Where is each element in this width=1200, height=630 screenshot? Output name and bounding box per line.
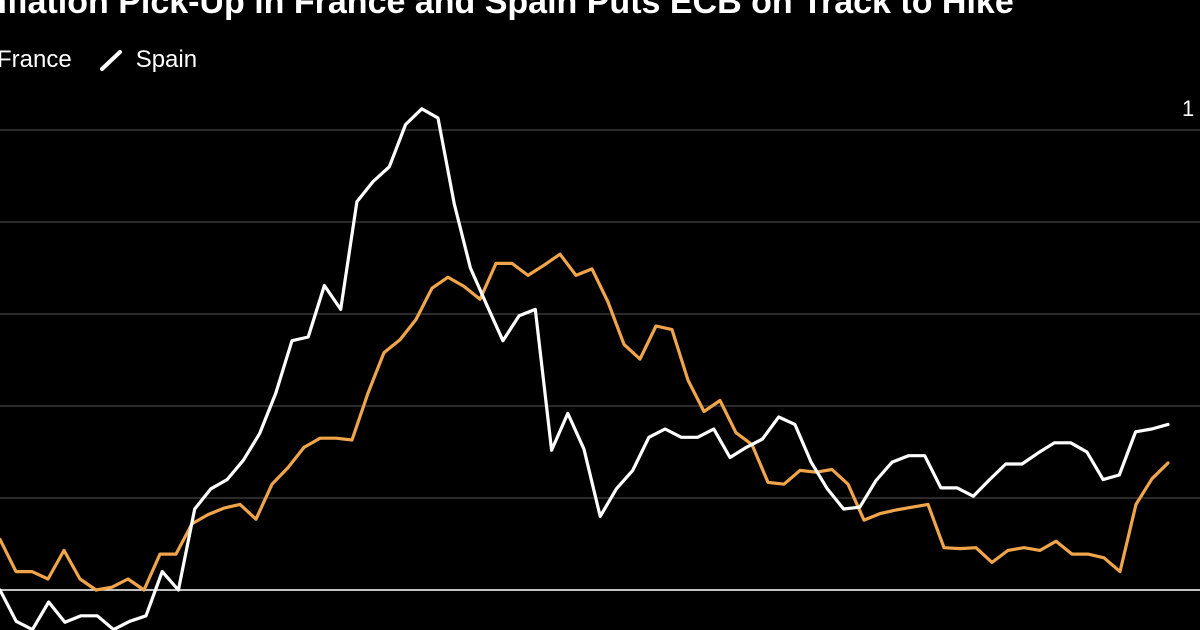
legend-item-france: France (0, 45, 72, 75)
legend-label-france: France (0, 46, 72, 73)
series-line-spain (0, 107, 1170, 630)
chart-title: nflation Pick-Up in France and Spain Put… (0, 0, 1014, 21)
y-tick-label-5: 1 (1182, 96, 1194, 121)
legend-item-spain: Spain (99, 45, 198, 75)
y-axis-labels: 1 (1182, 96, 1194, 121)
series-lines (0, 107, 1170, 630)
series-line-france (0, 252, 1170, 592)
gridlines (0, 129, 1200, 591)
legend: France Spain (0, 45, 197, 75)
legend-label-spain: Spain (135, 46, 198, 73)
legend-line-swatch-icon (99, 48, 122, 72)
